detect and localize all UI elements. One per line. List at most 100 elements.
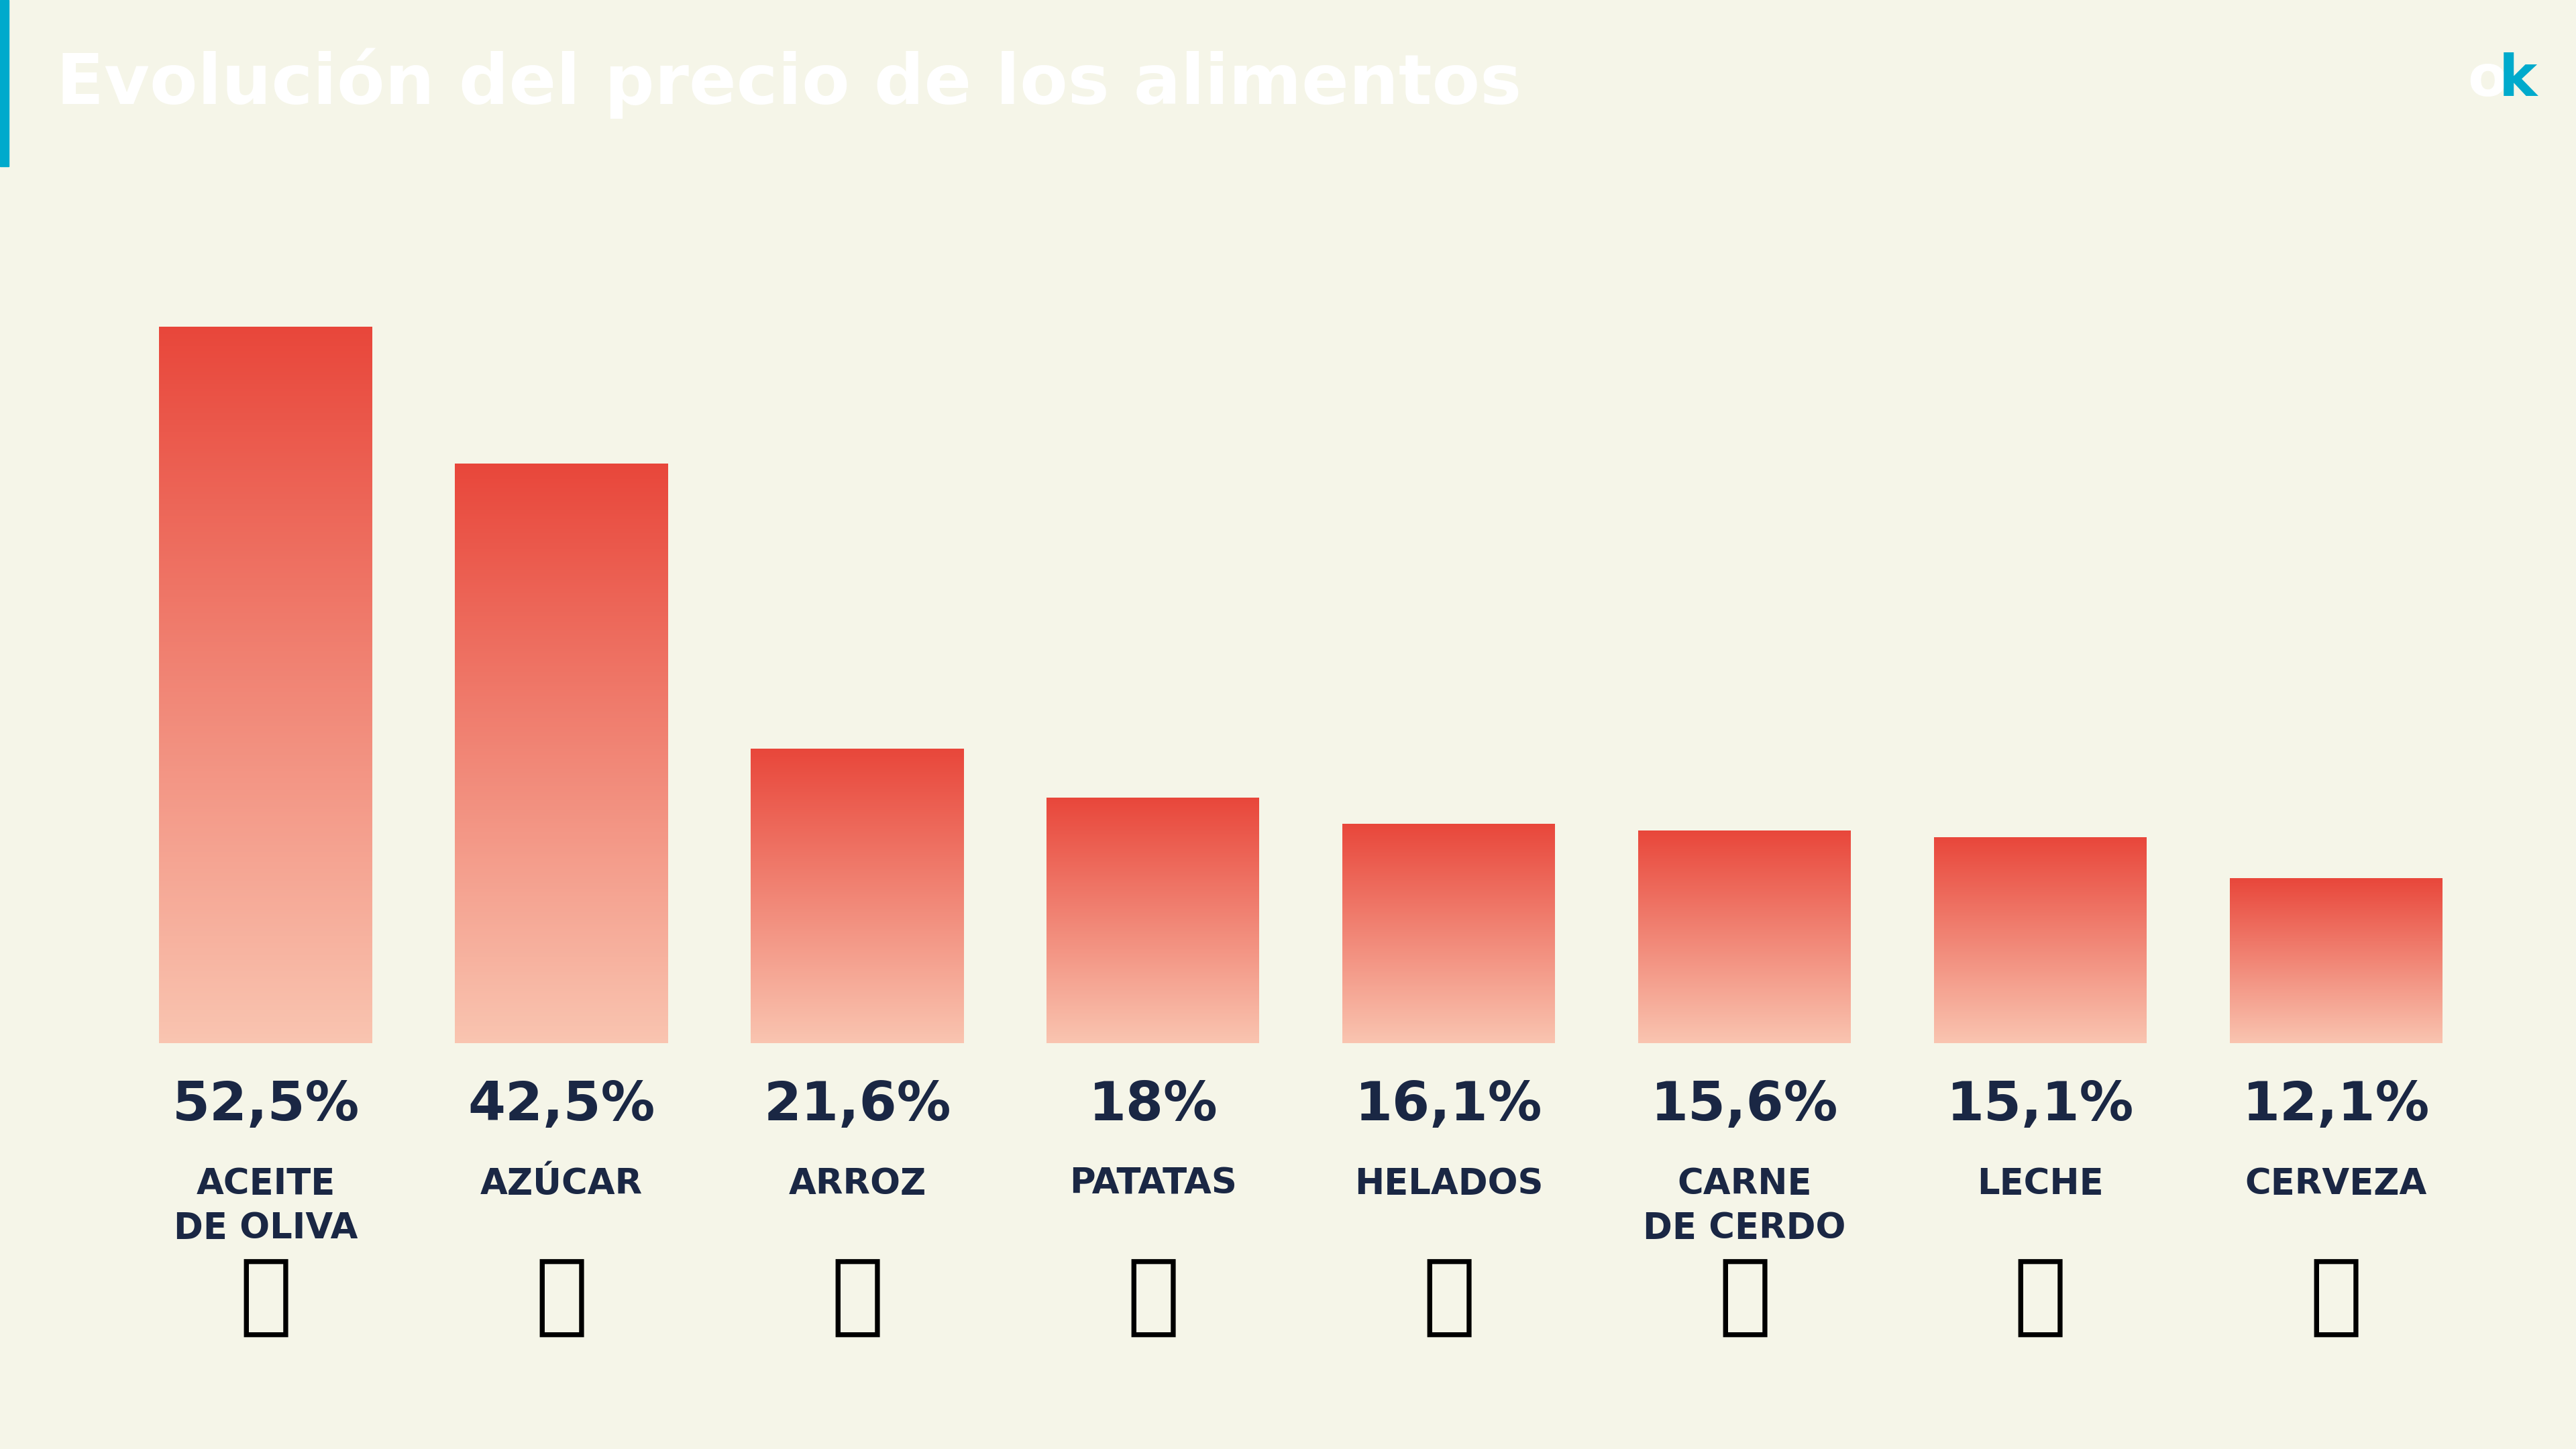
Bar: [160, 554, 371, 556]
Bar: [160, 542, 371, 545]
Bar: [456, 909, 667, 910]
Bar: [456, 678, 667, 680]
Bar: [160, 546, 371, 549]
Text: 🥩: 🥩: [1718, 1255, 1772, 1339]
Bar: [456, 922, 667, 923]
Bar: [456, 946, 667, 949]
Bar: [160, 814, 371, 816]
Bar: [160, 843, 371, 845]
Bar: [160, 509, 371, 511]
Bar: [160, 451, 371, 454]
Bar: [160, 355, 371, 358]
Bar: [160, 1039, 371, 1040]
Bar: [160, 406, 371, 409]
Bar: [456, 1036, 667, 1037]
Bar: [160, 697, 371, 700]
Bar: [160, 582, 371, 585]
Bar: [160, 893, 371, 895]
Bar: [456, 836, 667, 839]
Bar: [456, 939, 667, 940]
Bar: [456, 565, 667, 568]
Bar: [160, 752, 371, 755]
Bar: [160, 793, 371, 796]
Bar: [160, 722, 371, 723]
Bar: [456, 685, 667, 688]
Bar: [456, 966, 667, 968]
Bar: [456, 1019, 667, 1020]
Bar: [456, 636, 667, 638]
Bar: [456, 758, 667, 759]
Bar: [160, 1000, 371, 1003]
Bar: [456, 682, 667, 684]
Bar: [456, 730, 667, 732]
Bar: [456, 477, 667, 478]
Bar: [456, 525, 667, 527]
Bar: [160, 642, 371, 645]
Bar: [160, 782, 371, 785]
Bar: [456, 738, 667, 740]
Bar: [456, 501, 667, 504]
Bar: [160, 549, 371, 552]
Bar: [160, 749, 371, 752]
Bar: [456, 765, 667, 767]
Bar: [160, 342, 371, 343]
Bar: [160, 494, 371, 497]
Bar: [456, 633, 667, 636]
Bar: [456, 887, 667, 888]
Bar: [456, 911, 667, 914]
Bar: [160, 742, 371, 745]
Bar: [456, 1010, 667, 1013]
Bar: [456, 813, 667, 816]
Bar: [456, 935, 667, 938]
Bar: [456, 577, 667, 580]
Bar: [160, 432, 371, 435]
Bar: [456, 898, 667, 900]
Bar: [160, 568, 371, 571]
Bar: [456, 775, 667, 777]
Bar: [456, 649, 667, 651]
Text: ARROZ: ARROZ: [788, 1166, 927, 1201]
Bar: [160, 429, 371, 432]
Bar: [160, 962, 371, 965]
Bar: [160, 852, 371, 855]
Bar: [456, 568, 667, 569]
Bar: [160, 661, 371, 664]
Bar: [160, 484, 371, 487]
Bar: [160, 958, 371, 959]
Bar: [160, 598, 371, 601]
Bar: [160, 594, 371, 597]
Bar: [160, 796, 371, 797]
Bar: [456, 882, 667, 885]
Bar: [456, 638, 667, 639]
Bar: [160, 565, 371, 568]
Bar: [456, 626, 667, 627]
Bar: [456, 736, 667, 738]
Bar: [456, 696, 667, 697]
Bar: [456, 642, 667, 643]
Bar: [456, 740, 667, 742]
Bar: [160, 626, 371, 627]
Bar: [160, 881, 371, 884]
Bar: [160, 803, 371, 804]
Bar: [160, 530, 371, 532]
Bar: [160, 800, 371, 803]
Bar: [456, 940, 667, 943]
Text: 16,1%: 16,1%: [1355, 1080, 1543, 1132]
Bar: [456, 488, 667, 490]
Text: Evolución del precio de los alimentos: Evolución del precio de los alimentos: [57, 48, 1522, 119]
Bar: [160, 904, 371, 907]
Bar: [456, 711, 667, 713]
Bar: [160, 919, 371, 922]
Bar: [456, 1024, 667, 1026]
Bar: [160, 391, 371, 394]
Bar: [160, 620, 371, 623]
Bar: [456, 1003, 667, 1004]
Bar: [456, 504, 667, 506]
Bar: [160, 693, 371, 694]
Bar: [456, 806, 667, 807]
Bar: [160, 427, 371, 429]
Bar: [456, 627, 667, 630]
Bar: [160, 604, 371, 606]
Bar: [456, 933, 667, 935]
Bar: [160, 922, 371, 924]
